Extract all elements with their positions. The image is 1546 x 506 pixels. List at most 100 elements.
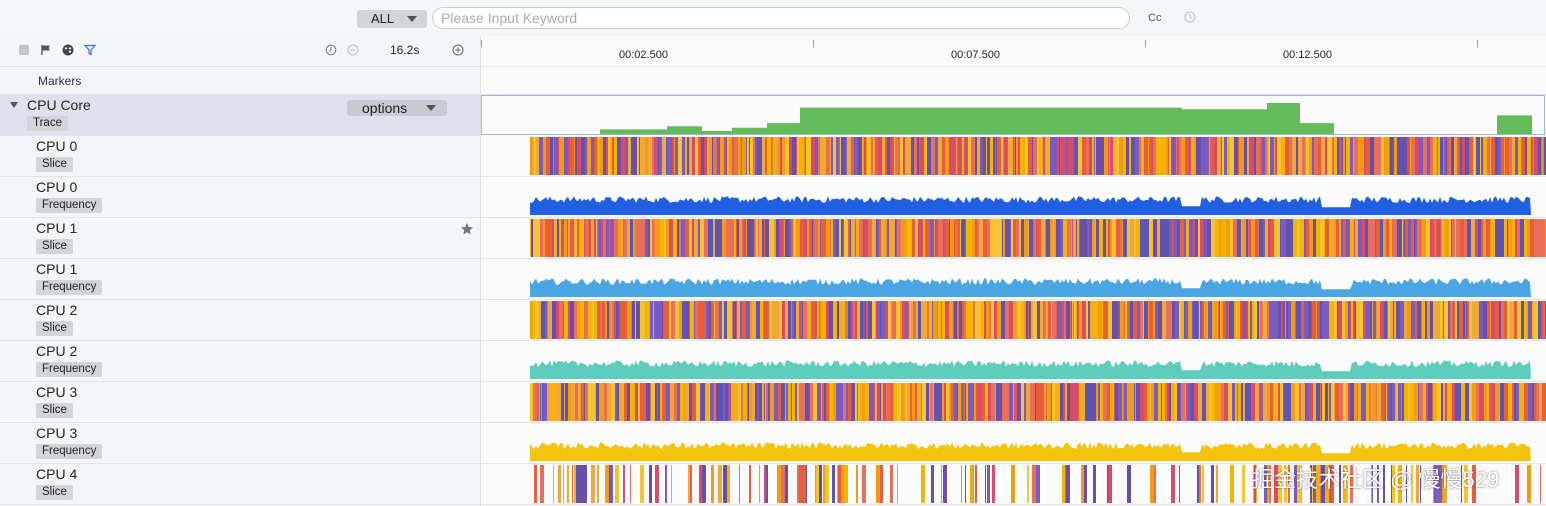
flag-icon[interactable] xyxy=(40,44,52,56)
slice-mark xyxy=(1057,219,1060,257)
slice-mark xyxy=(1129,137,1131,175)
slice-mark xyxy=(821,219,823,257)
slice-mark xyxy=(1125,301,1127,339)
dice-icon[interactable] xyxy=(62,44,74,56)
track-row[interactable]: CPU 1 Slice xyxy=(0,218,480,259)
slice-mark xyxy=(954,383,957,421)
slice-mark xyxy=(996,137,997,175)
track-lane[interactable] xyxy=(481,341,1546,382)
slice-mark xyxy=(1299,383,1301,421)
slice-mark xyxy=(1324,219,1325,257)
cpu-core-row[interactable]: CPU Core Trace options xyxy=(0,95,480,136)
slice-mark xyxy=(591,465,595,503)
slice-mark xyxy=(1048,301,1051,339)
slice-mark xyxy=(1372,219,1375,257)
slice-mark xyxy=(755,383,757,421)
slice-mark xyxy=(1058,383,1060,421)
search-input[interactable] xyxy=(432,7,1130,29)
slice-mark xyxy=(1334,137,1337,175)
slice-mark xyxy=(1040,301,1042,339)
track-name: CPU 1 xyxy=(36,261,78,277)
cpu-core-lane[interactable] xyxy=(481,95,1545,135)
markers-row[interactable]: Markers xyxy=(0,66,480,95)
track-row[interactable]: CPU 4 Slice xyxy=(0,464,480,505)
track-row[interactable]: CPU 3 Frequency xyxy=(0,423,480,464)
slice-mark xyxy=(631,301,632,339)
slice-mark xyxy=(1095,137,1096,175)
options-select[interactable]: options xyxy=(347,100,447,116)
slice-mark xyxy=(1286,301,1288,339)
filter-select-label: ALL xyxy=(371,11,395,26)
slice-mark xyxy=(758,219,759,257)
slice-mark xyxy=(722,219,726,257)
slice-mark xyxy=(962,301,964,339)
track-row[interactable]: CPU 0 Frequency xyxy=(0,177,480,218)
slice-mark xyxy=(1189,219,1193,257)
marker-lane[interactable] xyxy=(481,66,1546,95)
slice-mark xyxy=(749,137,750,175)
slice-mark xyxy=(833,219,836,257)
filter-icon[interactable] xyxy=(84,44,96,56)
slice-mark xyxy=(927,301,929,339)
slice-mark xyxy=(820,219,821,257)
zoom-out-icon[interactable] xyxy=(347,44,359,56)
slice-mark xyxy=(822,301,826,339)
slice-mark xyxy=(1103,301,1107,339)
slice-mark xyxy=(1392,219,1395,257)
track-lane[interactable] xyxy=(481,423,1546,464)
slice-mark xyxy=(841,301,842,339)
time-ruler[interactable]: 00:02.500 00:07.500 00:12.500 xyxy=(481,36,1546,67)
slice-mark xyxy=(1274,383,1277,421)
track-lane[interactable] xyxy=(481,382,1546,423)
track-row[interactable]: CPU 3 Slice xyxy=(0,382,480,423)
slice-mark xyxy=(1398,465,1402,503)
track-lane[interactable] xyxy=(481,300,1546,341)
slice-mark xyxy=(579,219,583,257)
track-row[interactable]: CPU 0 Slice xyxy=(0,136,480,177)
track-lane[interactable] xyxy=(481,177,1546,218)
square-icon[interactable] xyxy=(18,44,30,56)
slice-mark xyxy=(893,383,894,421)
track-row[interactable]: CPU 1 Frequency xyxy=(0,259,480,300)
zoom-in-icon[interactable] xyxy=(452,44,464,56)
slice-mark xyxy=(635,383,638,421)
ruler-tick-label: 00:02.500 xyxy=(619,49,668,61)
slice-mark xyxy=(1433,301,1436,339)
slice-mark xyxy=(617,383,619,421)
track-row[interactable]: CPU 2 Slice xyxy=(0,300,480,341)
slice-mark xyxy=(997,301,1001,339)
slice-mark xyxy=(658,301,662,339)
slice-mark xyxy=(782,137,785,175)
track-row[interactable]: CPU 2 Frequency xyxy=(0,341,480,382)
slice-mark xyxy=(1278,465,1282,503)
history-icon[interactable] xyxy=(1184,11,1196,23)
collapse-caret-icon[interactable] xyxy=(10,102,18,108)
filter-select[interactable]: ALL xyxy=(357,10,427,28)
slice-mark xyxy=(1037,301,1040,339)
slice-mark xyxy=(1297,465,1301,503)
track-lane[interactable] xyxy=(481,136,1546,177)
slice-mark xyxy=(1188,137,1191,175)
slice-mark xyxy=(660,219,664,257)
slice-mark xyxy=(1291,383,1295,421)
slice-mark xyxy=(1140,383,1144,421)
timeline-area[interactable]: 00:02.500 00:07.500 00:12.500 xyxy=(481,36,1546,506)
slice-mark xyxy=(1343,137,1345,175)
slice-mark xyxy=(930,219,934,257)
star-icon[interactable] xyxy=(460,222,474,236)
slice-mark xyxy=(574,465,576,503)
slice-mark xyxy=(1386,219,1389,257)
case-sensitive-toggle[interactable]: Cc xyxy=(1148,12,1162,24)
time-reset-icon[interactable] xyxy=(325,44,337,56)
slice-mark xyxy=(640,137,644,175)
slice-mark xyxy=(968,219,972,257)
slice-mark xyxy=(769,301,772,339)
slice-mark xyxy=(1350,301,1351,339)
slice-mark xyxy=(987,137,990,175)
slice-mark xyxy=(1524,137,1525,175)
slice-mark xyxy=(599,383,601,421)
track-lane[interactable] xyxy=(481,259,1546,300)
slice-mark xyxy=(749,465,751,503)
track-lane[interactable] xyxy=(481,218,1546,259)
track-lane[interactable] xyxy=(481,464,1546,505)
